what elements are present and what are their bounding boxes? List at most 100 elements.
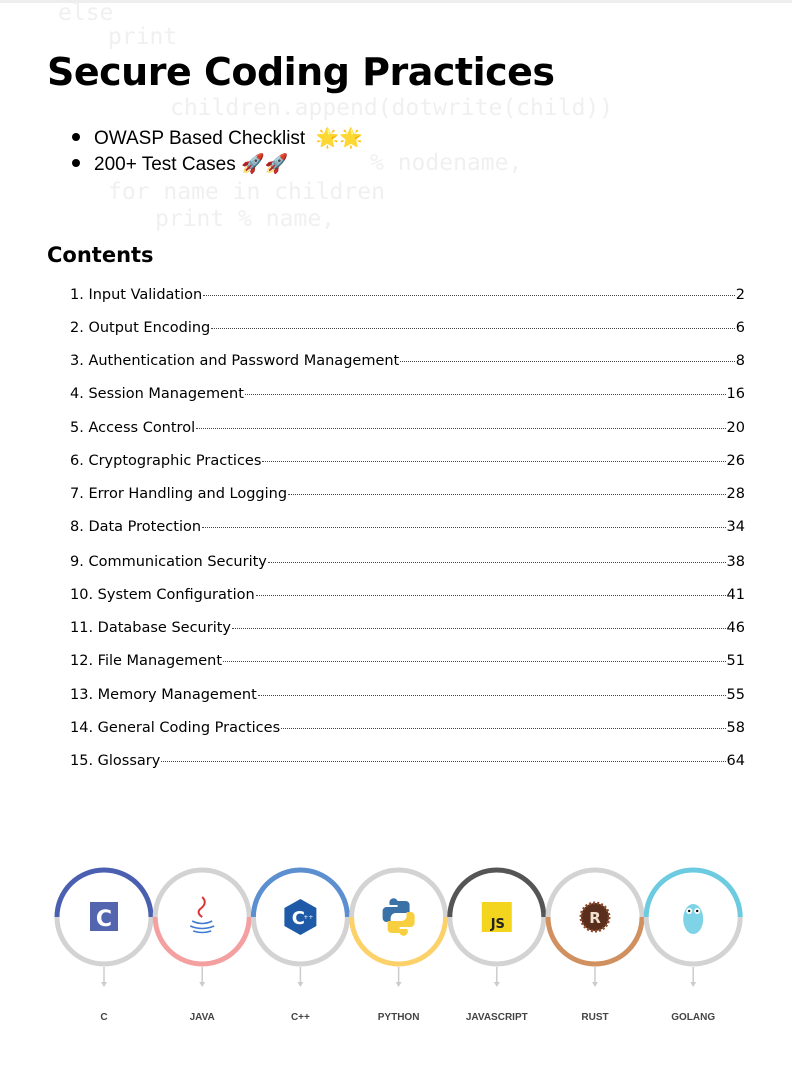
language-label: PYTHON (377, 1012, 420, 1023)
toc-entry[interactable]: 8. Data Protection 34 (70, 519, 745, 535)
svg-text:++: ++ (303, 914, 313, 921)
toc-title: 13. Memory Management (70, 687, 257, 703)
toc-title: 10. System Configuration (70, 587, 255, 603)
toc-title: 3. Authentication and Password Managemen… (70, 353, 400, 369)
toc-title: 9. Communication Security (70, 554, 267, 570)
toc-leader-dots (244, 394, 726, 395)
ring-bottom-arc (349, 916, 449, 967)
toc-title: 2. Output Encoding (70, 320, 211, 336)
ring-top-arc (54, 867, 154, 918)
language-label: C++ (290, 1012, 310, 1023)
page-title: Secure Coding Practices (47, 50, 555, 94)
ring-top-arc (349, 867, 449, 918)
bullet-icon (72, 132, 80, 141)
ring-top-arc (447, 867, 547, 918)
feature-list: OWASP Based Checklist 🌟🌟 200+ Test Cases… (72, 126, 363, 178)
ring-bottom-arc (250, 916, 350, 967)
toc-page-number: 34 (726, 519, 745, 535)
arrow-down-icon (493, 982, 500, 987)
language-golang (643, 867, 743, 987)
language-label: GOLANG (671, 1012, 716, 1023)
toc-entry[interactable]: 7. Error Handling and Logging 28 (70, 486, 745, 502)
toc-entry[interactable]: 3. Authentication and Password Managemen… (70, 353, 745, 369)
language-java (152, 867, 252, 987)
bullet-icon (72, 158, 80, 167)
toc-title: 7. Error Handling and Logging (70, 486, 288, 502)
toc-entry[interactable]: 12. File Management 51 (70, 653, 745, 669)
toc-entry[interactable]: 4. Session Management 16 (70, 386, 745, 402)
star-emoji-icon: 🌟🌟 (315, 128, 364, 149)
code-line: print (108, 24, 178, 50)
toc-entry[interactable]: 1. Input Validation 2 (70, 287, 745, 303)
rust-logo-icon: R (579, 901, 611, 933)
ring-top-arc (152, 867, 252, 918)
toc-leader-dots (161, 761, 726, 762)
language-label: JAVA (189, 1012, 215, 1023)
arrow-down-icon (297, 982, 304, 987)
toc-entry[interactable]: 5. Access Control 20 (70, 420, 745, 436)
toc-leader-dots (288, 494, 726, 495)
contents-heading: Contents (47, 243, 154, 267)
toc-entry[interactable]: 6. Cryptographic Practices 26 (70, 453, 745, 469)
code-line: print % name, (155, 206, 336, 232)
language-javascript: JS (447, 867, 547, 987)
toc-leader-dots (203, 295, 735, 296)
toc-title: 5. Access Control (70, 420, 196, 436)
language-python (349, 867, 449, 987)
cpp-logo-icon: C++ (284, 899, 317, 935)
toc-page-number: 38 (726, 554, 745, 570)
toc-title: 4. Session Management (70, 386, 244, 402)
toc-entry[interactable]: 11. Database Security 46 (70, 620, 745, 636)
toc-entry[interactable]: 15. Glossary 64 (70, 753, 745, 769)
code-line: for name in children (108, 179, 385, 205)
language-rust: R (545, 867, 645, 987)
toc-page-number: 46 (726, 620, 745, 636)
toc-title: 15. Glossary (70, 753, 161, 769)
ring-bottom-arc (643, 916, 743, 967)
arrow-down-icon (690, 982, 697, 987)
list-item: OWASP Based Checklist 🌟🌟 (72, 126, 363, 152)
rocket-emoji-icon: 🚀🚀 (241, 154, 289, 175)
toc-title: 12. File Management (70, 653, 223, 669)
golang-gopher-icon (683, 904, 704, 934)
toc-leader-dots (267, 562, 726, 563)
javascript-logo-icon: JS (481, 902, 512, 932)
toc-page-number: 41 (726, 587, 745, 603)
toc-entry[interactable]: 9. Communication Security 38 (70, 554, 745, 570)
toc-entry[interactable]: 14. General Coding Practices 58 (70, 720, 745, 736)
toc-page-number: 26 (726, 453, 745, 469)
ring-top-arc (643, 867, 743, 918)
ring-bottom-arc (545, 916, 645, 967)
ring-bottom-arc (54, 916, 154, 967)
language-label: RUST (581, 1012, 609, 1023)
java-logo-icon (189, 896, 215, 934)
toc-entry[interactable]: 13. Memory Management 55 (70, 687, 745, 703)
toc-page-number: 8 (735, 353, 745, 369)
ring-top-arc (250, 867, 350, 918)
toc-leader-dots (223, 661, 726, 662)
page-top-edge (0, 0, 792, 3)
toc-entry[interactable]: 10. System Configuration 41 (70, 587, 745, 603)
ring-top-arc (545, 867, 645, 918)
python-logo-icon (382, 898, 415, 936)
svg-text:C: C (96, 907, 112, 932)
language-cpp: C++ (250, 867, 350, 987)
toc-page-number: 28 (726, 486, 745, 502)
svg-text:JS: JS (490, 917, 505, 932)
ring-bottom-arc (152, 916, 252, 967)
toc-title: 14. General Coding Practices (70, 720, 281, 736)
svg-text:C: C (292, 908, 305, 929)
toc-page-number: 55 (726, 687, 745, 703)
toc-title: 11. Database Security (70, 620, 232, 636)
arrow-down-icon (101, 982, 107, 987)
toc-page-number: 6 (735, 320, 745, 336)
toc-entry[interactable]: 2. Output Encoding 6 (70, 320, 745, 336)
ring-bottom-arc (447, 916, 547, 967)
arrow-down-icon (592, 982, 598, 987)
toc-page-number: 16 (726, 386, 745, 402)
toc-page-number: 20 (726, 420, 745, 436)
toc-leader-dots (257, 695, 726, 696)
toc-title: 6. Cryptographic Practices (70, 453, 262, 469)
toc-leader-dots (202, 527, 726, 528)
toc-page-number: 51 (726, 653, 745, 669)
